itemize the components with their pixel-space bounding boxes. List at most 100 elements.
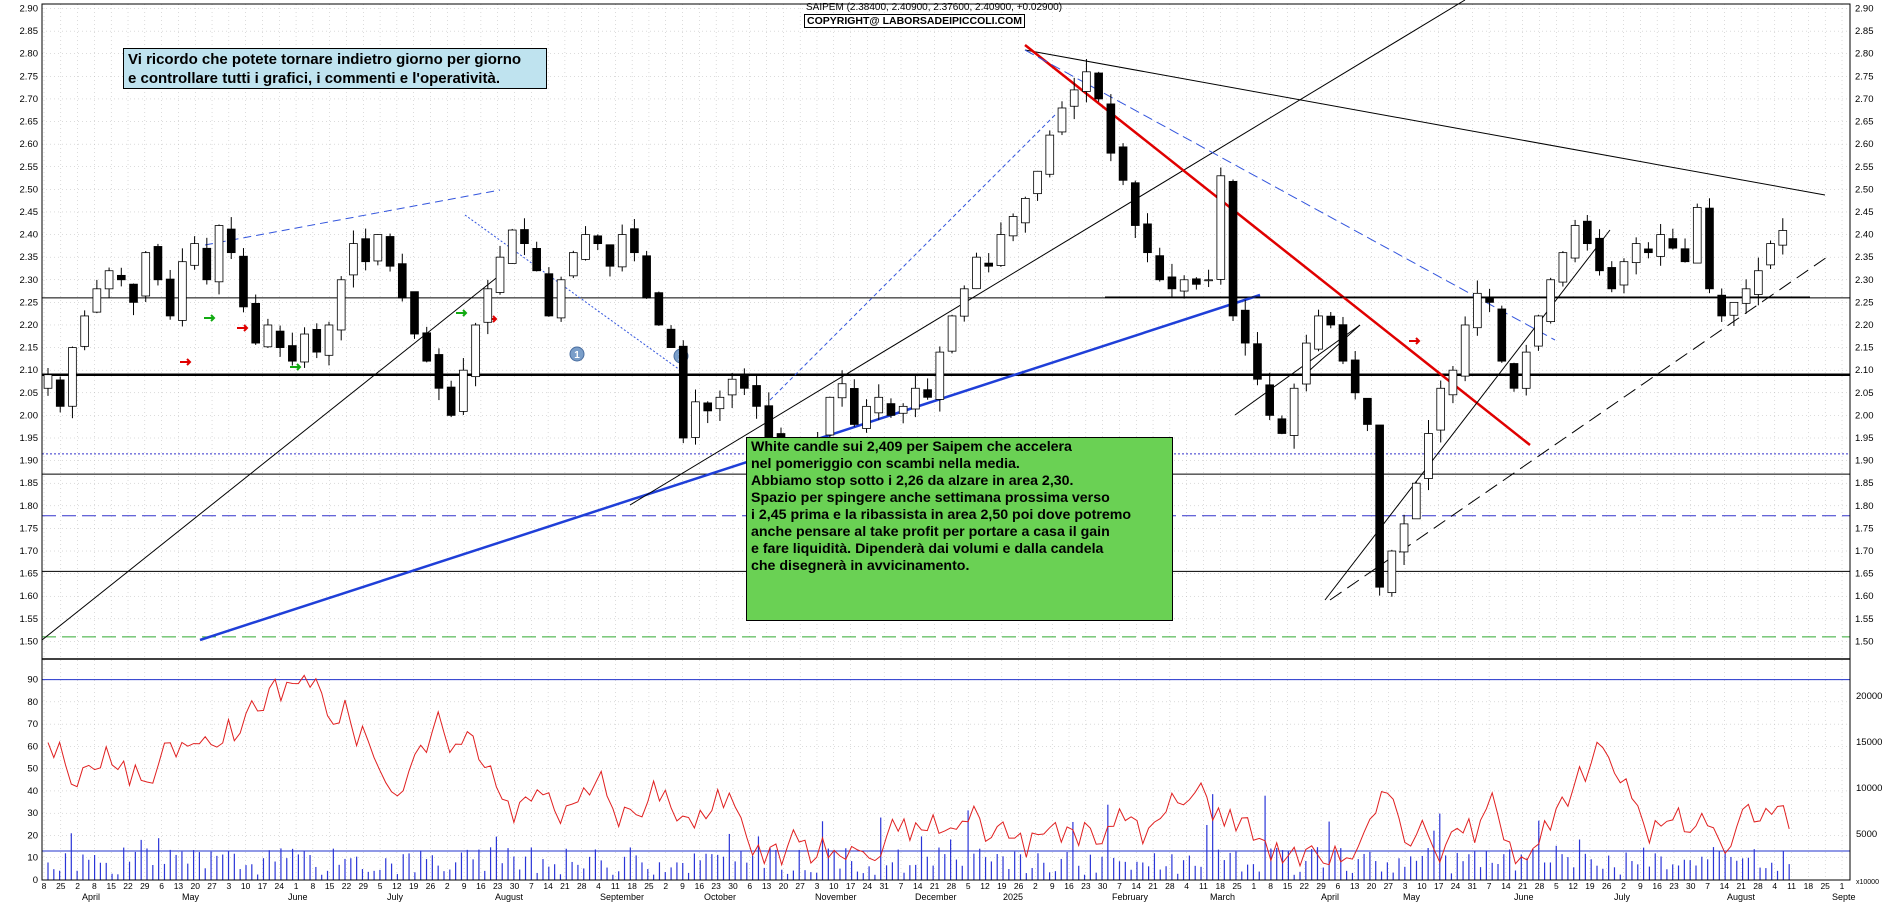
x-tick-label: 4	[1184, 881, 1189, 891]
x-tick-label: 18	[1804, 881, 1814, 891]
candle-up	[263, 324, 273, 348]
x-tick-label: 24	[275, 881, 285, 891]
candle-down	[1644, 248, 1653, 254]
signal-arrow	[204, 314, 216, 322]
x-tick-label: 3	[815, 881, 820, 891]
candle-down	[312, 329, 322, 353]
candle-down	[1118, 146, 1128, 181]
marker-label: 1	[574, 350, 580, 361]
x-tick-label: 17	[1434, 881, 1444, 891]
x-tick-label: 23	[711, 881, 721, 891]
x-tick-label: 11	[1787, 881, 1796, 891]
candle-up	[495, 256, 505, 293]
y-tick-label-right: 1.75	[1855, 523, 1874, 534]
y-tick-label-right: 2.40	[1855, 230, 1874, 241]
candle-up	[617, 234, 627, 268]
x-tick-label: 14	[543, 881, 553, 891]
x-tick-label: 7	[1117, 881, 1122, 891]
x-tick-label: 9	[1050, 881, 1055, 891]
candle-up	[874, 396, 884, 414]
x-tick-label: 18	[627, 881, 637, 891]
month-label: March	[1210, 892, 1235, 902]
oscillator-line	[47, 674, 1790, 868]
candle-down	[666, 328, 676, 348]
candle-down	[520, 229, 529, 245]
marker-circle	[569, 346, 585, 362]
candle-up	[1448, 369, 1458, 396]
candle-up	[1729, 301, 1739, 316]
candle-down	[654, 292, 664, 326]
y-tick-label-left: 2.25	[20, 297, 39, 308]
reminder-line: e controllare tutti i grafici, i comment…	[128, 70, 500, 87]
candle-down	[361, 238, 370, 263]
candle-down	[1326, 315, 1336, 326]
candle-up	[1069, 89, 1079, 107]
candle-down	[593, 235, 603, 245]
candle-up	[825, 396, 835, 436]
x-tick-label: 28	[1753, 881, 1763, 891]
indicator-tick-left: 70	[27, 719, 38, 730]
indicator-tick-left: 20	[27, 830, 38, 841]
x-tick-label: 2	[445, 881, 450, 891]
y-tick-label-left: 2.15	[20, 343, 39, 354]
commentary-line: Spazio per spingere anche settimana pros…	[751, 490, 1110, 506]
x-tick-label: 7	[1705, 881, 1710, 891]
blue-dotted-line	[464, 214, 681, 371]
x-tick-label: 1	[1252, 881, 1257, 891]
candle-down	[202, 247, 212, 281]
candle-up	[1778, 230, 1788, 246]
blue-dashed-resistance	[204, 189, 501, 246]
candle-up	[972, 256, 981, 290]
x-tick-label: 2	[75, 881, 80, 891]
y-tick-label-left: 2.55	[20, 162, 39, 173]
x-tick-label: 15	[325, 881, 335, 891]
x-tick-label: 2	[663, 881, 668, 891]
candle-up	[581, 234, 590, 260]
y-tick-label-left: 1.80	[20, 501, 39, 512]
x-tick-label: 7	[899, 881, 904, 891]
candle-down	[251, 302, 260, 344]
candle-up	[1411, 482, 1421, 520]
candle-up	[483, 288, 493, 323]
y-tick-label-left: 2.00	[20, 410, 39, 421]
x-tick-label: 16	[1652, 881, 1662, 891]
x-tick-label: 8	[1268, 881, 1273, 891]
dashed-support-line	[1329, 254, 1831, 601]
candle-down	[1375, 424, 1384, 588]
x-tick-label: 27	[207, 881, 217, 891]
x-tick-label: 1	[294, 881, 299, 891]
x-tick-label: 8	[92, 881, 97, 891]
candle-up	[43, 374, 53, 389]
month-label: May	[182, 892, 200, 902]
y-tick-label-right: 2.05	[1855, 388, 1874, 399]
candle-down	[1192, 278, 1201, 285]
candle-up	[459, 369, 468, 412]
y-tick-label-right: 1.90	[1855, 456, 1874, 467]
x-tick-label: 14	[913, 881, 923, 891]
x-tick-label: 2	[1033, 881, 1038, 891]
month-label: December	[915, 892, 957, 902]
x-tick-label: 12	[980, 881, 990, 891]
y-tick-label-right: 2.80	[1855, 49, 1874, 60]
y-tick-label-right: 1.55	[1855, 614, 1874, 625]
indicator-tick-right: 15000	[1856, 737, 1882, 748]
plot-frame	[41, 3, 1851, 881]
candle-down	[116, 274, 126, 281]
x-tick-label: 20	[190, 881, 200, 891]
x-tick-label: 19	[1585, 881, 1595, 891]
candle-down	[1680, 248, 1690, 263]
x-tick-label: 6	[159, 881, 164, 891]
candle-up	[92, 288, 102, 313]
candle-up	[1546, 279, 1555, 323]
candle-up	[1570, 225, 1580, 259]
x-tick-label: 21	[930, 881, 940, 891]
candle-up	[911, 387, 920, 410]
indicator-tick-left: 50	[27, 764, 38, 775]
month-label: August	[495, 892, 524, 902]
candle-down	[1106, 103, 1116, 154]
x-tick-label: 18	[1216, 881, 1226, 891]
candle-up	[1424, 433, 1433, 479]
candle-up	[1460, 324, 1470, 377]
candle-down	[642, 255, 651, 299]
candle-down	[678, 345, 688, 439]
